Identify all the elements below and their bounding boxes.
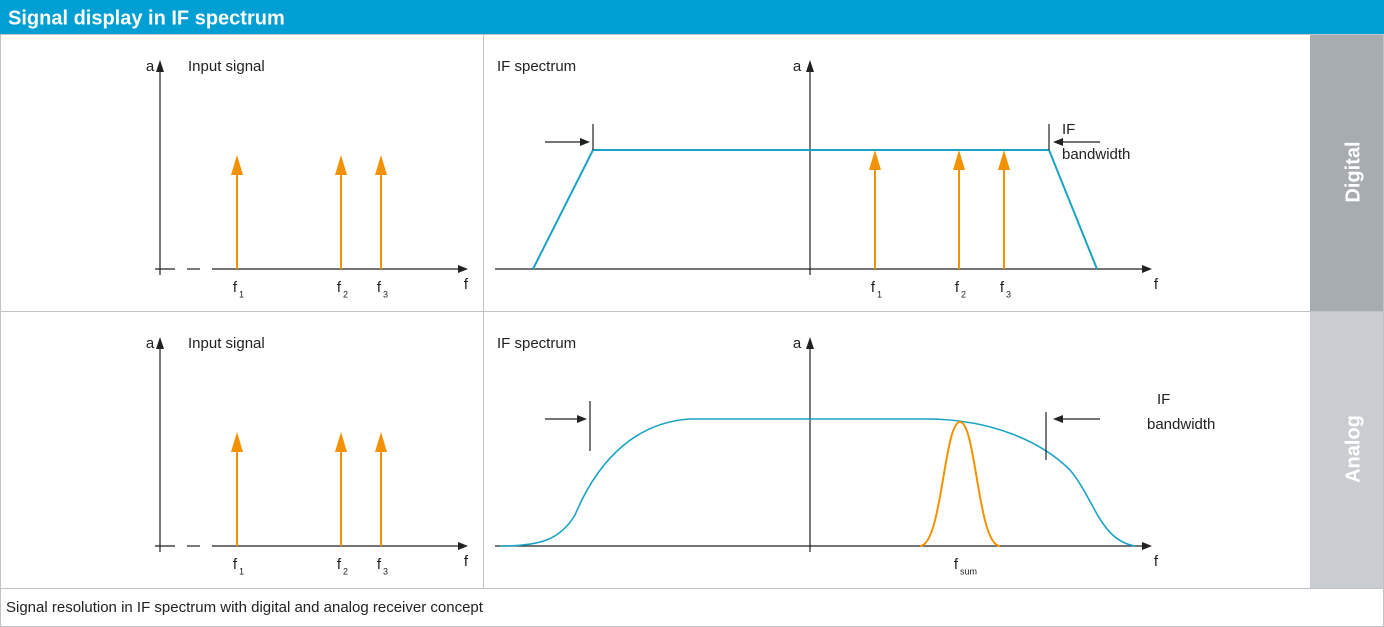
arrow-head — [335, 155, 347, 175]
axis-label: f — [1154, 276, 1159, 293]
arrow-head — [335, 432, 347, 452]
tick-label-sub: 2 — [343, 289, 348, 299]
tick-label-sub: 1 — [239, 566, 244, 576]
caption: Signal resolution in IF spectrum with di… — [6, 599, 484, 616]
tick-label: f — [377, 279, 382, 296]
tick-label: f — [233, 279, 238, 296]
panel-title: Input signal — [188, 335, 265, 352]
arrow-head — [375, 155, 387, 175]
panel-title: IF spectrum — [497, 335, 576, 352]
tick-label: f — [955, 279, 960, 296]
arrow-head — [1053, 138, 1063, 146]
arrow-head — [806, 60, 814, 72]
arrow-head — [869, 150, 881, 170]
side-label: Digital — [1342, 141, 1364, 202]
arrow-head — [998, 150, 1010, 170]
tick-label: f — [337, 556, 342, 573]
panel-title: IF spectrum — [497, 58, 576, 75]
arrow-head — [458, 542, 468, 550]
tick-label: f — [377, 556, 382, 573]
arrow-head — [577, 415, 587, 423]
tick-label-sub: sum — [960, 566, 977, 576]
bandwidth-label: bandwidth — [1147, 416, 1215, 433]
tick-label-sub: 3 — [383, 566, 388, 576]
arrow-head — [231, 155, 243, 175]
axis-label: a — [146, 335, 155, 352]
tick-label: f — [1000, 279, 1005, 296]
tick-label-sub: 1 — [877, 289, 882, 299]
arrow-head — [458, 265, 468, 273]
arrow-head — [1142, 265, 1152, 273]
arrow-head — [375, 432, 387, 452]
axis-label: a — [793, 335, 802, 352]
axis-label: f — [464, 553, 469, 570]
arrow-head — [953, 150, 965, 170]
bandwidth-label: IF — [1062, 121, 1075, 138]
arrow-head — [806, 337, 814, 349]
tick-label-sub: 3 — [383, 289, 388, 299]
side-bar — [1310, 311, 1384, 588]
borders — [0, 34, 1384, 627]
panel-title: Input signal — [188, 58, 265, 75]
tick-label-sub: 2 — [343, 566, 348, 576]
arrow-head — [580, 138, 590, 146]
tick-label: f — [233, 556, 238, 573]
arrow-head — [156, 337, 164, 349]
side-bar — [1310, 34, 1384, 311]
tick-label-sub: 3 — [1006, 289, 1011, 299]
if-filter — [532, 149, 1098, 270]
tick-label: f — [954, 556, 959, 573]
tick-label: f — [337, 279, 342, 296]
axis-label: a — [146, 58, 155, 75]
arrow-head — [1053, 415, 1063, 423]
tick-label-sub: 1 — [239, 289, 244, 299]
header-title: Signal display in IF spectrum — [8, 7, 285, 29]
bandwidth-label: IF — [1157, 391, 1170, 408]
axis-label: f — [464, 276, 469, 293]
if-filter — [499, 418, 1136, 547]
header-bar — [0, 0, 1384, 34]
signal-peak — [919, 420, 1001, 547]
arrow-head — [231, 432, 243, 452]
arrow-head — [156, 60, 164, 72]
tick-label-sub: 2 — [961, 289, 966, 299]
tick-label: f — [871, 279, 876, 296]
axis-label: a — [793, 58, 802, 75]
axis-label: f — [1154, 553, 1159, 570]
bandwidth-label: bandwidth — [1062, 146, 1130, 163]
side-label: Analog — [1342, 415, 1364, 483]
arrow-head — [1142, 542, 1152, 550]
